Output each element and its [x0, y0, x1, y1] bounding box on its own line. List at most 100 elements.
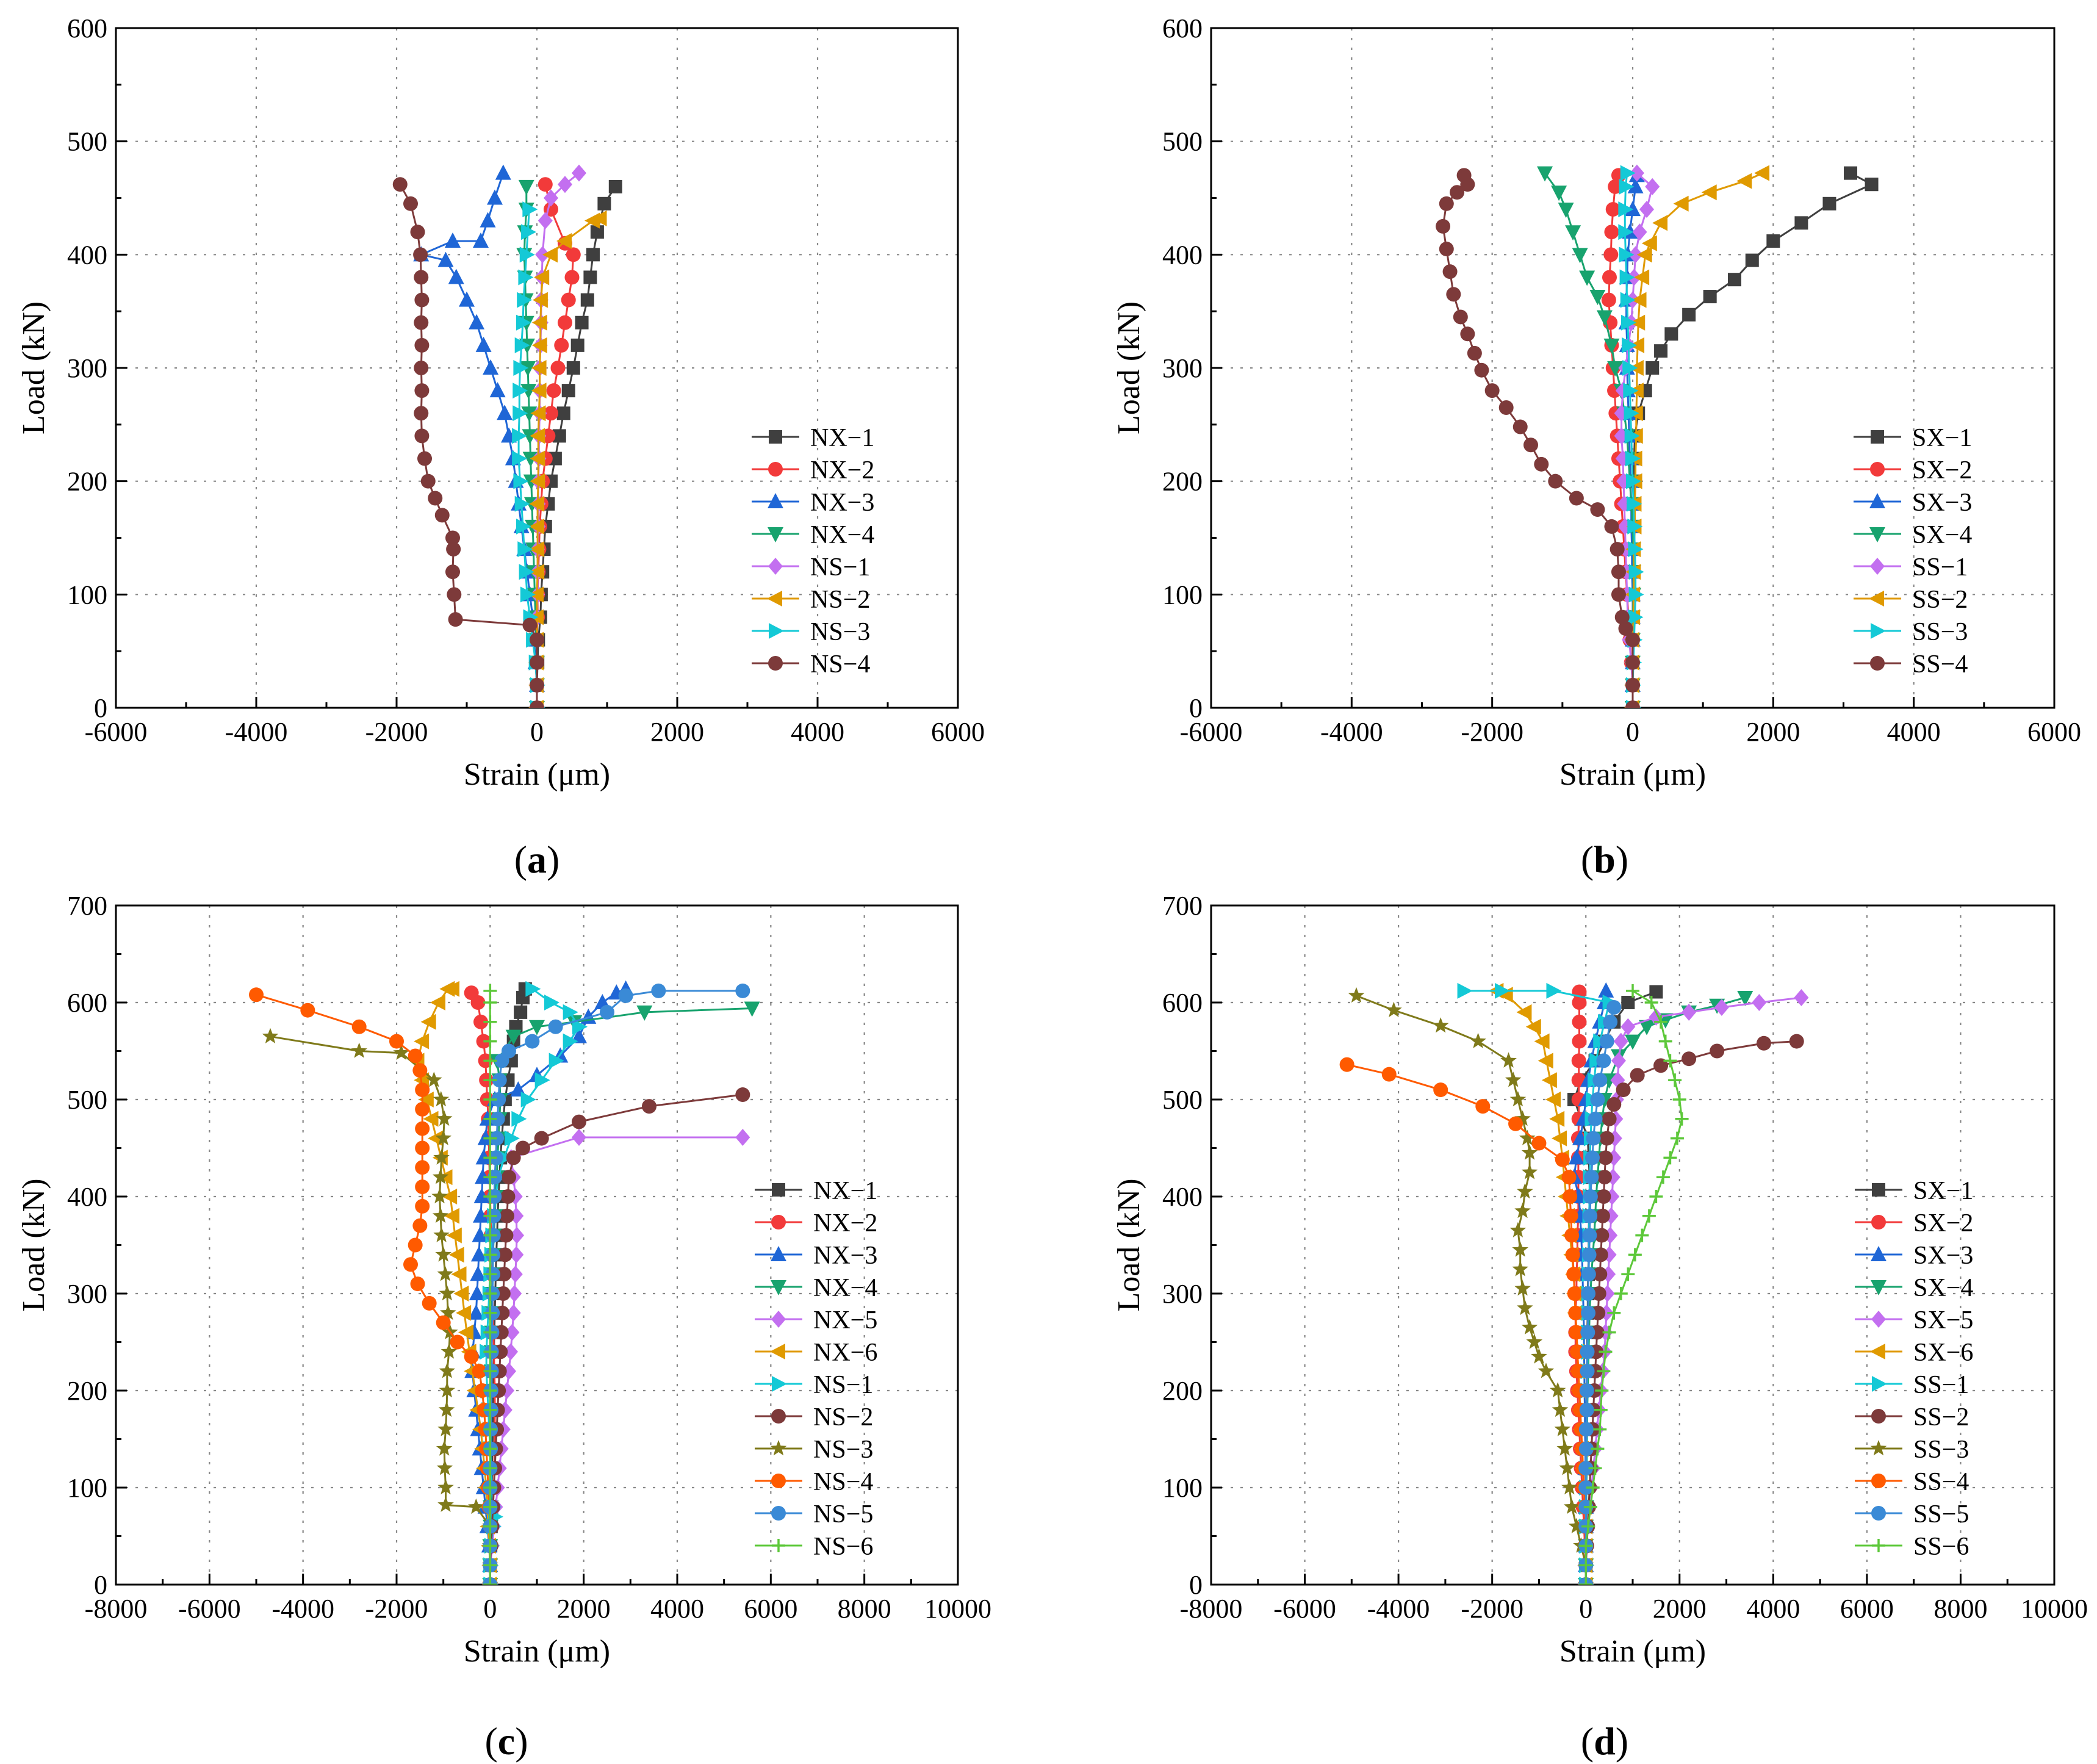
data-point [563, 1004, 578, 1020]
data-point [435, 1246, 451, 1262]
data-point [530, 473, 545, 489]
data-point [735, 1129, 750, 1147]
legend-label: NX−2 [813, 1209, 877, 1237]
legend-marker [770, 1344, 785, 1359]
data-point [433, 1149, 450, 1165]
data-point [597, 196, 611, 211]
data-point [483, 1093, 497, 1106]
data-point [414, 361, 429, 375]
legend-marker [1872, 1183, 1885, 1197]
x-tick-label: 4000 [650, 1594, 704, 1624]
data-point [1624, 428, 1640, 444]
legend-label: NS−1 [813, 1371, 873, 1399]
data-point [529, 564, 545, 580]
data-point [483, 1170, 497, 1184]
data-point [392, 177, 408, 192]
data-point [1541, 1072, 1557, 1089]
data-point [572, 1018, 588, 1035]
data-point [1549, 1111, 1565, 1127]
legend-marker [767, 591, 782, 607]
data-point [483, 1384, 497, 1397]
data-point [516, 1140, 530, 1156]
series-line [471, 988, 627, 1585]
data-point [437, 1479, 454, 1495]
data-point [651, 983, 666, 998]
legend-label: NX−3 [813, 1242, 877, 1270]
data-point [1551, 185, 1567, 201]
data-point [497, 1247, 513, 1262]
data-point [530, 428, 545, 444]
data-point [1569, 491, 1584, 506]
legend-item: SS−2 [1854, 586, 1968, 614]
data-point [1534, 456, 1549, 472]
data-point [1470, 1032, 1486, 1048]
data-point [436, 1460, 453, 1475]
data-point [530, 405, 546, 422]
data-point [522, 429, 538, 445]
data-point [1584, 1150, 1600, 1165]
legend-label: NS−4 [810, 650, 870, 679]
data-point [415, 1160, 430, 1175]
y-tick-label: 400 [1162, 1182, 1203, 1212]
legend-item: SX−1 [1855, 1177, 1973, 1205]
data-point [1589, 290, 1606, 306]
y-axis-label: Load (kN) [16, 301, 51, 434]
data-point [1597, 1170, 1612, 1185]
y-tick-label: 200 [1162, 467, 1203, 497]
data-point [433, 1226, 450, 1242]
data-point [529, 1020, 545, 1035]
data-point [590, 225, 604, 239]
panel-caption: (b) [1581, 838, 1628, 881]
data-point [586, 248, 600, 262]
data-point [1608, 179, 1623, 194]
data-point [445, 564, 460, 580]
legend-marker [768, 493, 783, 508]
data-point [492, 1073, 507, 1088]
legend-marker [1871, 1246, 1887, 1261]
data-point [548, 1019, 563, 1034]
data-point [1580, 1344, 1595, 1359]
y-tick-label: 500 [67, 127, 107, 157]
legend-label: NS−3 [813, 1436, 873, 1464]
data-point [1514, 1202, 1531, 1219]
data-point [529, 541, 545, 558]
data-point [591, 210, 607, 226]
data-point [437, 1265, 453, 1281]
x-tick-label: 2000 [650, 717, 704, 747]
legend-item: SS−6 [1855, 1533, 1969, 1561]
data-point [514, 1005, 528, 1019]
x-tick-label: 2000 [557, 1594, 611, 1624]
data-point [489, 382, 506, 398]
legend-item: SS−1 [1855, 1371, 1969, 1399]
data-point [1618, 224, 1634, 240]
data-point [414, 406, 429, 421]
data-point [1621, 1267, 1635, 1281]
data-point [500, 1189, 516, 1204]
data-point [1554, 1420, 1571, 1436]
data-point [530, 632, 544, 647]
y-tick-label: 300 [1162, 353, 1203, 383]
data-point [417, 451, 432, 466]
legend-label: SS−2 [1912, 586, 1968, 614]
data-point [556, 233, 572, 250]
data-point [1545, 1092, 1561, 1107]
data-point [744, 1001, 760, 1017]
data-point [412, 1218, 428, 1233]
data-point [1526, 1333, 1543, 1349]
data-point [1627, 518, 1643, 535]
legend-label: SX−2 [1913, 1209, 1973, 1237]
data-point [470, 1246, 487, 1262]
data-point [572, 1114, 586, 1129]
data-point [518, 179, 534, 195]
data-point [525, 1034, 540, 1049]
data-point [531, 360, 547, 376]
legend-item: SX−4 [1854, 521, 1972, 549]
data-point [1632, 223, 1647, 241]
data-point [446, 542, 461, 557]
data-point [448, 268, 464, 284]
data-point [1603, 1014, 1618, 1029]
data-point [403, 1257, 418, 1272]
x-tick-label: -6000 [178, 1594, 241, 1624]
data-point [1467, 345, 1482, 361]
data-point [534, 1131, 549, 1146]
